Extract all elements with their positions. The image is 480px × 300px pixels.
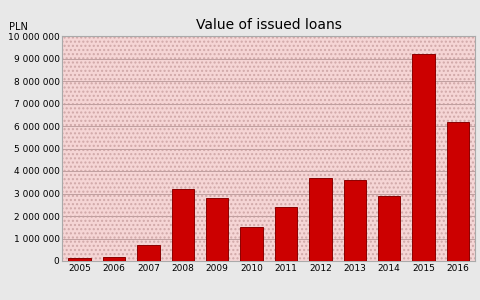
Bar bbox=[172, 189, 194, 261]
Bar bbox=[275, 207, 297, 261]
Bar bbox=[447, 122, 469, 261]
Title: Value of issued loans: Value of issued loans bbox=[196, 18, 342, 32]
Bar bbox=[412, 54, 435, 261]
Bar bbox=[240, 227, 263, 261]
Bar bbox=[378, 196, 400, 261]
Text: PLN: PLN bbox=[9, 22, 28, 32]
Bar bbox=[344, 180, 366, 261]
Bar bbox=[309, 178, 332, 261]
Bar bbox=[137, 245, 159, 261]
Bar bbox=[103, 256, 125, 261]
Bar bbox=[206, 198, 228, 261]
Bar bbox=[69, 258, 91, 261]
